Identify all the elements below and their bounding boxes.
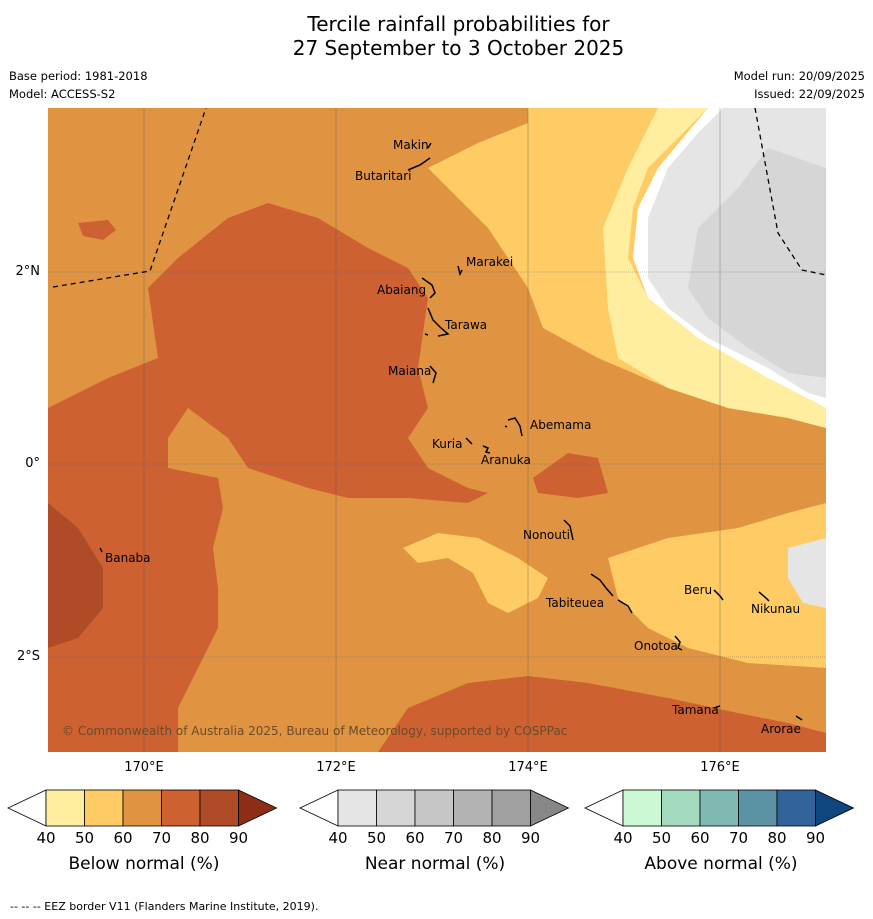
island-label-nonouti: Nonouti xyxy=(523,528,570,542)
colorbar-segment xyxy=(199,789,239,827)
island-label-arorae: Arorae xyxy=(761,722,801,736)
colorbar-tick-label: 60 xyxy=(405,829,425,847)
colorbar-tick-label: 80 xyxy=(482,829,502,847)
model-name: Model: ACCESS-S2 xyxy=(9,87,116,101)
region-below-70-80-patch xyxy=(533,453,608,498)
colorbar-above-label: Above normal (%) xyxy=(644,854,798,874)
colorbar-segment xyxy=(699,789,739,827)
island-label-maiana: Maiana xyxy=(388,364,432,378)
region-below-70-80-south xyxy=(378,676,826,752)
colorbar-tick-label: 40 xyxy=(36,829,56,847)
colorbar-tick-label: 90 xyxy=(805,829,826,847)
island-label-marakei: Marakei xyxy=(466,255,514,269)
colorbar-segment xyxy=(453,789,493,827)
y-tick-2n: 2°N xyxy=(15,264,41,279)
x-tick-176e: 176°E xyxy=(700,760,740,775)
colorbar-segment xyxy=(84,789,124,827)
rainfall-map: Makin Butaritari Marakei Abaiang Tarawa … xyxy=(48,107,827,752)
colorbar-tick-label: 60 xyxy=(113,829,133,847)
island-label-kuria: Kuria xyxy=(432,437,463,451)
island-label-nikunau: Nikunau xyxy=(751,602,801,616)
colorbar-segment xyxy=(238,789,278,827)
eez-borders xyxy=(52,107,827,288)
y-tick-0: 0° xyxy=(25,456,40,471)
colorbar-segment xyxy=(815,789,855,827)
x-tick-172e: 172°E xyxy=(316,760,356,775)
colorbar-segment xyxy=(776,789,816,827)
island-label-butaritari: Butaritari xyxy=(355,169,412,183)
title-line-2: 27 September to 3 October 2025 xyxy=(292,36,625,60)
colorbar-segment xyxy=(622,789,662,827)
island-label-abaiang: Abaiang xyxy=(377,283,427,297)
island-label-onotoa: Onotoa xyxy=(634,639,678,653)
colorbar-segment xyxy=(738,789,778,827)
colorbar-near-label: Near normal (%) xyxy=(364,854,506,874)
region-below-70-80-blob xyxy=(78,220,116,240)
colorbars xyxy=(7,789,855,827)
colorbar-tick-label: 60 xyxy=(690,829,710,847)
colorbar-tick-label: 90 xyxy=(228,829,249,847)
island-label-abemama: Abemama xyxy=(530,418,592,432)
island-shapes xyxy=(99,142,803,721)
region-below-40-50 xyxy=(603,108,826,428)
colorbar-segment xyxy=(122,789,162,827)
colorbar-tick-label: 50 xyxy=(74,829,95,847)
title-line-1: Tercile rainfall probabilities for xyxy=(307,12,610,36)
colorbar-tick-label: 90 xyxy=(520,829,541,847)
colorbar-segment xyxy=(299,789,339,827)
copyright-notice: © Commonwealth of Australia 2025, Bureau… xyxy=(62,724,568,738)
colorbar-tick-label: 50 xyxy=(651,829,672,847)
colorbar-tick-label: 70 xyxy=(728,829,749,847)
island-label-banaba: Banaba xyxy=(105,551,151,565)
colorbar-segment xyxy=(530,789,570,827)
island-label-tamana: Tamana xyxy=(672,703,719,717)
colorbar-segment xyxy=(45,789,85,827)
colorbar-tick-label: 80 xyxy=(767,829,787,847)
colorbar-tick-label: 80 xyxy=(190,829,210,847)
colorbar-tick-label: 70 xyxy=(151,829,172,847)
colorbar-near xyxy=(299,789,570,827)
base-period: Base period: 1981-2018 xyxy=(9,69,148,83)
grid-lines xyxy=(48,108,826,752)
colorbar-below-label: Below normal (%) xyxy=(68,854,220,874)
colorbar-segment xyxy=(491,789,531,827)
region-below-50-60-patch xyxy=(403,533,548,613)
x-tick-174e: 174°E xyxy=(508,760,548,775)
region-near-south xyxy=(788,538,826,608)
colorbar-segment xyxy=(7,789,47,827)
x-tick-170e: 170°E xyxy=(124,760,164,775)
island-label-tarawa: Tarawa xyxy=(445,318,488,332)
colorbar-above xyxy=(584,789,855,827)
colorbar-tick-label: 50 xyxy=(366,829,387,847)
region-below-80-90 xyxy=(48,503,103,648)
island-label-makin: Makin xyxy=(393,138,429,152)
colorbar-segment xyxy=(584,789,624,827)
colorbar-below xyxy=(7,789,278,827)
issued-date: Issued: 22/09/2025 xyxy=(754,87,865,101)
colorbar-segment xyxy=(376,789,416,827)
island-label-tabiteuea: Tabiteuea xyxy=(546,596,605,610)
model-run: Model run: 20/09/2025 xyxy=(733,69,865,83)
eez-footer-note: -- -- -- EEZ border V11 (Flanders Marine… xyxy=(10,900,319,913)
colorbar-tick-label: 40 xyxy=(613,829,633,847)
island-label-aranuka: Aranuka xyxy=(481,453,531,467)
colorbar-tick-label: 40 xyxy=(328,829,348,847)
region-below-70-80 xyxy=(48,203,488,752)
y-tick-2s: 2°S xyxy=(16,649,40,664)
island-label-beru: Beru xyxy=(684,583,713,597)
colorbar-segment xyxy=(661,789,701,827)
region-near-60-70 xyxy=(688,148,826,378)
colorbar-segment xyxy=(337,789,377,827)
region-below-50-60-south xyxy=(608,503,826,668)
colorbar-segment xyxy=(161,789,201,827)
colorbar-tick-label: 70 xyxy=(443,829,464,847)
colorbar-segment xyxy=(414,789,454,827)
map-title: Tercile rainfall probabilities for 27 Se… xyxy=(0,12,873,60)
